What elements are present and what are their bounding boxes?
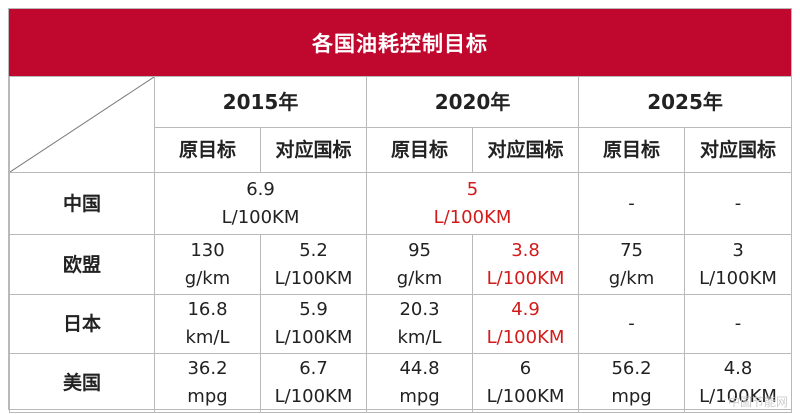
cell-japan-2020-corresponding: 4.9 L/100KM [472, 294, 580, 354]
country-label: 欧盟 [9, 234, 155, 295]
diagonal-divider [10, 77, 154, 172]
fuel-target-table: 2015年 2020年 2025年 原目标 对应国标 原目标 对应国标 原目标 … [9, 76, 793, 413]
cell-unit: L/100KM [274, 327, 353, 348]
year-header-2015: 2015年 [153, 76, 368, 128]
cell-value: 5 [466, 178, 479, 200]
cell-eu-2020-corresponding: 3.8 L/100KM [472, 234, 580, 295]
sub-header-corresponding-2015: 对应国标 [259, 127, 368, 173]
cell-unit: L/100KM [221, 206, 300, 228]
country-label: 日本 [9, 294, 155, 354]
cell-unit: g/km [396, 267, 443, 289]
cell-unit: mpg [611, 386, 652, 407]
cell-usa-2020-original: 44.8 mpg [366, 353, 474, 413]
year-header-2020: 2020年 [366, 76, 580, 128]
cell-unit: L/100KM [433, 206, 512, 228]
sub-header-original-2025: 原目标 [578, 127, 686, 173]
cell-value: 20.3 [399, 299, 440, 320]
cell-unit: mpg [187, 386, 228, 407]
cell-japan-2015-corresponding: 5.9 L/100KM [259, 294, 368, 354]
cell-value: 75 [620, 239, 643, 261]
cell-value: 3.8 [511, 239, 540, 261]
cell-china-2025-corresponding: - [684, 172, 793, 235]
cell-value: 4.9 [511, 299, 540, 320]
cell-unit: L/100KM [486, 386, 565, 407]
cell-unit: L/100KM [486, 267, 565, 289]
cell-usa-2025-corresponding: 4.8 L/100KM [684, 353, 793, 413]
cell-value: 5.9 [299, 299, 328, 320]
cell-eu-2020-original: 95 g/km [366, 234, 474, 295]
table-row-japan: 日本 16.8 km/L 5.9 L/100KM 20.3 km/L 4.9 L… [9, 294, 793, 354]
cell-value: 44.8 [399, 358, 440, 379]
cell-china-2025-original: - [578, 172, 686, 235]
fuel-target-table-frame: 各国油耗控制目标 2015年 2020年 2025年 原目标 对应国标 原目标 [8, 8, 793, 413]
country-label: 中国 [9, 172, 155, 235]
cell-unit: km/L [185, 327, 230, 348]
country-label: 美国 [9, 353, 155, 413]
cell-unit: L/100KM [699, 386, 777, 407]
cell-eu-2025-corresponding: 3 L/100KM [684, 234, 793, 295]
cell-unit: mpg [399, 386, 440, 407]
cell-usa-2020-corresponding: 6 L/100KM [472, 353, 580, 413]
table-row-usa: 美国 36.2 mpg 6.7 L/100KM 44.8 mpg 6 L/100… [9, 353, 793, 413]
cell-eu-2015-original: 130 g/km [154, 234, 261, 295]
cell-value: 95 [408, 239, 431, 261]
cell-value: 4.8 [723, 358, 753, 379]
cell-value: 56.2 [611, 358, 652, 379]
cell-value: 5.2 [299, 239, 328, 261]
cell-value: 6 [519, 358, 532, 379]
sub-header-original-2015: 原目标 [154, 127, 261, 173]
table-title: 各国油耗控制目标 [9, 9, 791, 76]
cell-unit: L/100KM [274, 386, 353, 407]
cell-unit: g/km [608, 267, 655, 289]
watermark-logo: 中国节能网 [727, 395, 788, 409]
cell-usa-2025-original: 56.2 mpg [578, 353, 686, 413]
cell-unit: L/100KM [486, 327, 565, 348]
sub-header-corresponding-2020: 对应国标 [472, 127, 580, 173]
table-row-eu: 欧盟 130 g/km 5.2 L/100KM 95 g/km 3.8 L/10… [9, 234, 793, 295]
cell-china-2020: 5 L/100KM [366, 172, 580, 235]
cell-eu-2015-corresponding: 5.2 L/100KM [259, 234, 368, 295]
sub-header-corresponding-2025: 对应国标 [684, 127, 793, 173]
cell-value: 130 [190, 239, 225, 261]
cell-value: 36.2 [187, 358, 228, 379]
cell-value: 3 [732, 239, 744, 261]
cell-value: 6.9 [246, 178, 275, 200]
year-header-2025: 2025年 [578, 76, 793, 128]
cell-unit: g/km [184, 267, 231, 289]
cell-japan-2015-original: 16.8 km/L [154, 294, 261, 354]
cell-china-2015: 6.9 L/100KM [153, 172, 368, 235]
cell-japan-2025-corresponding: - [684, 294, 793, 354]
cell-value: 6.7 [299, 358, 328, 379]
cell-japan-2020-original: 20.3 km/L [366, 294, 474, 354]
cell-unit: km/L [397, 327, 442, 348]
cell-usa-2015-original: 36.2 mpg [154, 353, 261, 413]
cell-japan-2025-original: - [578, 294, 686, 354]
cell-unit: L/100KM [274, 267, 353, 289]
cell-usa-2015-corresponding: 6.7 L/100KM [259, 353, 368, 413]
cell-value: 16.8 [187, 299, 228, 320]
cell-unit: L/100KM [699, 267, 777, 289]
sub-header-original-2020: 原目标 [366, 127, 474, 173]
table-row-china: 中国 6.9 L/100KM 5 L/100KM - - [9, 172, 793, 235]
cell-eu-2025-original: 75 g/km [578, 234, 686, 295]
corner-header-cell [9, 76, 155, 173]
